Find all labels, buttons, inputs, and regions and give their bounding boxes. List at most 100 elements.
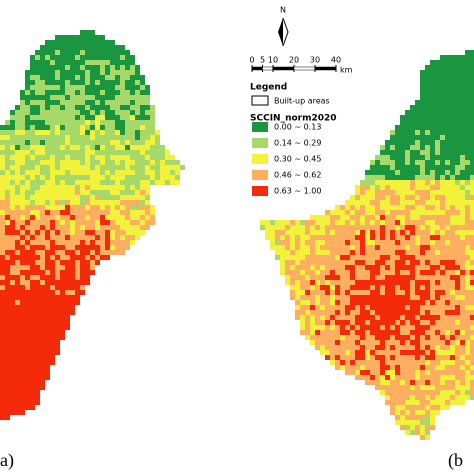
grid-cell bbox=[435, 120, 440, 125]
grid-cell bbox=[130, 125, 135, 130]
grid-cell bbox=[325, 275, 330, 280]
grid-cell bbox=[120, 125, 125, 130]
grid-cell bbox=[80, 280, 85, 285]
grid-cell bbox=[145, 225, 150, 230]
grid-cell bbox=[415, 335, 420, 340]
grid-cell bbox=[40, 310, 45, 315]
grid-cell bbox=[110, 60, 115, 65]
grid-cell bbox=[125, 155, 130, 160]
grid-cell bbox=[125, 75, 130, 80]
grid-cell bbox=[60, 190, 65, 195]
grid-cell bbox=[20, 345, 25, 350]
grid-cell bbox=[60, 330, 65, 335]
grid-cell bbox=[440, 55, 445, 60]
grid-cell bbox=[450, 360, 455, 365]
grid-cell bbox=[45, 330, 50, 335]
grid-cell bbox=[350, 260, 355, 265]
grid-cell bbox=[305, 240, 310, 245]
grid-cell bbox=[40, 180, 45, 185]
grid-cell bbox=[410, 300, 415, 305]
grid-cell bbox=[35, 135, 40, 140]
grid-cell bbox=[405, 345, 410, 350]
grid-cell bbox=[100, 225, 105, 230]
scale-segment bbox=[314, 66, 337, 71]
grid-cell bbox=[45, 230, 50, 235]
grid-cell bbox=[70, 265, 75, 270]
grid-cell bbox=[345, 265, 350, 270]
grid-cell bbox=[145, 200, 150, 205]
grid-cell bbox=[460, 150, 465, 155]
grid-cell bbox=[15, 395, 20, 400]
grid-cell bbox=[95, 65, 100, 70]
grid-cell bbox=[80, 65, 85, 70]
grid-cell bbox=[25, 270, 30, 275]
grid-cell bbox=[60, 140, 65, 145]
grid-cell bbox=[85, 195, 90, 200]
grid-cell bbox=[50, 110, 55, 115]
grid-cell bbox=[95, 150, 100, 155]
grid-cell bbox=[460, 355, 465, 360]
grid-cell bbox=[20, 215, 25, 220]
grid-cell bbox=[385, 245, 390, 250]
grid-cell bbox=[430, 305, 435, 310]
grid-cell bbox=[60, 275, 65, 280]
grid-cell bbox=[460, 320, 465, 325]
grid-cell bbox=[65, 60, 70, 65]
grid-cell bbox=[345, 330, 350, 335]
grid-cell bbox=[110, 190, 115, 195]
grid-cell bbox=[50, 335, 55, 340]
grid-cell bbox=[400, 210, 405, 215]
grid-cell bbox=[40, 245, 45, 250]
grid-cell bbox=[95, 215, 100, 220]
grid-cell bbox=[55, 205, 60, 210]
grid-cell bbox=[460, 165, 465, 170]
grid-cell bbox=[105, 150, 110, 155]
grid-cell bbox=[125, 100, 130, 105]
grid-cell bbox=[360, 305, 365, 310]
grid-cell bbox=[5, 355, 10, 360]
grid-cell bbox=[50, 65, 55, 70]
grid-cell bbox=[375, 255, 380, 260]
grid-cell bbox=[115, 135, 120, 140]
grid-cell bbox=[380, 305, 385, 310]
grid-cell bbox=[105, 160, 110, 165]
grid-cell bbox=[395, 385, 400, 390]
grid-cell bbox=[20, 275, 25, 280]
grid-cell bbox=[435, 235, 440, 240]
grid-cell bbox=[430, 370, 435, 375]
grid-cell bbox=[305, 325, 310, 330]
grid-cell bbox=[0, 185, 5, 190]
grid-cell bbox=[80, 260, 85, 265]
grid-cell bbox=[75, 290, 80, 295]
grid-cell bbox=[430, 290, 435, 295]
grid-cell bbox=[425, 145, 430, 150]
grid-cell bbox=[340, 300, 345, 305]
grid-cell bbox=[110, 120, 115, 125]
grid-cell bbox=[455, 150, 460, 155]
grid-cell bbox=[120, 95, 125, 100]
grid-cell bbox=[100, 215, 105, 220]
grid-cell bbox=[120, 65, 125, 70]
grid-cell bbox=[100, 230, 105, 235]
grid-cell bbox=[320, 345, 325, 350]
grid-cell bbox=[405, 225, 410, 230]
grid-cell bbox=[35, 355, 40, 360]
grid-cell bbox=[425, 220, 430, 225]
grid-cell bbox=[45, 350, 50, 355]
grid-cell bbox=[35, 325, 40, 330]
grid-cell bbox=[455, 115, 460, 120]
grid-cell bbox=[430, 200, 435, 205]
grid-cell bbox=[55, 255, 60, 260]
grid-cell bbox=[305, 220, 310, 225]
grid-cell bbox=[360, 295, 365, 300]
grid-cell bbox=[30, 405, 35, 410]
grid-cell bbox=[10, 375, 15, 380]
grid-cell bbox=[65, 45, 70, 50]
grid-cell bbox=[395, 345, 400, 350]
grid-cell bbox=[90, 90, 95, 95]
grid-cell bbox=[15, 160, 20, 165]
grid-cell bbox=[275, 245, 280, 250]
grid-cell bbox=[370, 160, 375, 165]
grid-cell bbox=[445, 65, 450, 70]
grid-cell bbox=[430, 410, 435, 415]
